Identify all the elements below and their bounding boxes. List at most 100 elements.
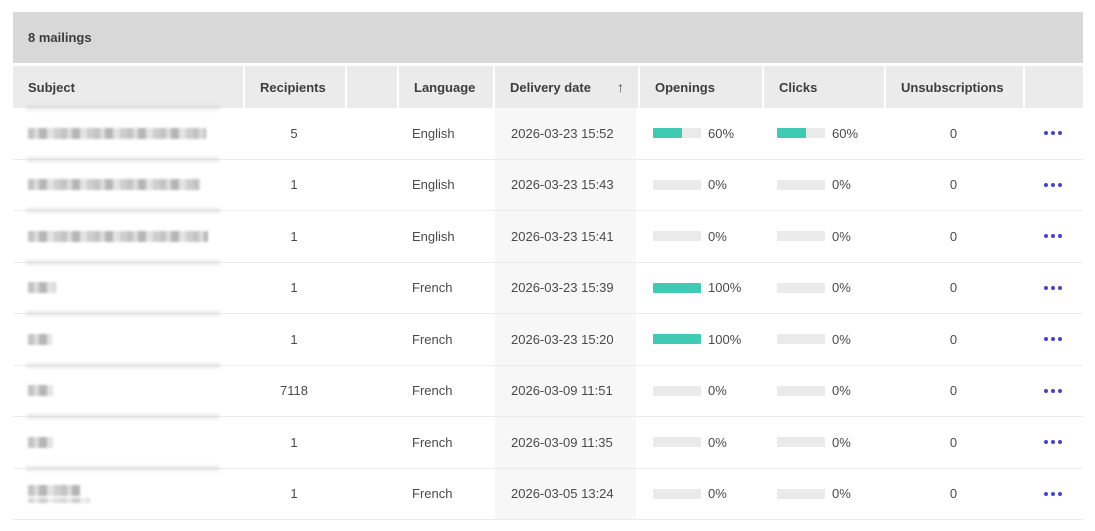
unsubscriptions-cell: 0 xyxy=(949,331,958,347)
column-header-language[interactable]: Language xyxy=(397,66,493,108)
delivery-date-cell: 2026-03-23 15:43 xyxy=(493,159,638,210)
row-actions-button[interactable] xyxy=(1036,331,1070,347)
ellipsis-dot xyxy=(1058,440,1062,445)
column-header-recipients[interactable]: Recipients xyxy=(243,66,345,108)
language-cell: English xyxy=(412,228,455,244)
column-header-subject[interactable]: Subject xyxy=(13,66,243,108)
openings-bar xyxy=(653,179,701,190)
summary-bar: 8 mailings xyxy=(13,12,1083,63)
redacted-subject[interactable] xyxy=(28,282,56,294)
redacted-subject[interactable] xyxy=(28,333,52,345)
column-header-delivery-date[interactable]: Delivery date ↑ xyxy=(493,66,638,108)
clicks-percentage: 0% xyxy=(832,228,851,244)
language-cell: French xyxy=(412,486,453,502)
bar-fill xyxy=(653,128,682,139)
openings-cell: 100% xyxy=(638,314,762,365)
mailings-count-label: 8 mailings xyxy=(28,30,92,45)
column-header-actions xyxy=(1023,66,1083,108)
clicks-cell: 60% xyxy=(762,108,884,159)
redacted-subject-lines xyxy=(28,179,200,191)
spacer-cell xyxy=(345,108,397,159)
ellipsis-dot xyxy=(1051,131,1055,136)
unsubscriptions-cell: 0 xyxy=(949,228,958,244)
clicks-percentage: 0% xyxy=(832,383,851,399)
subject-cell xyxy=(13,414,243,468)
clicks-percentage: 0% xyxy=(832,177,851,193)
ellipsis-dot xyxy=(1044,440,1048,445)
ellipsis-dot xyxy=(1044,285,1048,290)
openings-bar xyxy=(653,282,701,293)
recipients-cell: 1 xyxy=(290,228,298,244)
redacted-subject[interactable] xyxy=(28,179,200,191)
recipients-cell: 5 xyxy=(290,125,298,141)
delivery-date-cell: 2026-03-23 15:41 xyxy=(493,211,638,262)
spacer-cell xyxy=(345,314,397,365)
clicks-percentage: 0% xyxy=(832,486,851,502)
delivery-date-cell: 2026-03-09 11:51 xyxy=(493,365,638,416)
recipients-cell: 7118 xyxy=(280,383,308,399)
spacer-cell xyxy=(345,469,397,520)
ellipsis-dot xyxy=(1044,388,1048,393)
clicks-bar xyxy=(777,334,825,345)
row-actions-button[interactable] xyxy=(1036,177,1070,193)
redacted-subject[interactable] xyxy=(28,436,53,448)
row-actions-button[interactable] xyxy=(1036,383,1070,399)
clicks-percentage: 0% xyxy=(832,280,851,296)
clicks-cell: 0% xyxy=(762,211,884,262)
redacted-subject-line2 xyxy=(28,497,90,503)
row-actions-button[interactable] xyxy=(1036,434,1070,450)
openings-bar xyxy=(653,385,701,396)
clicks-bar xyxy=(777,437,825,448)
bar-fill xyxy=(777,128,806,139)
openings-cell: 60% xyxy=(638,108,762,159)
subject-cell xyxy=(13,465,243,520)
table-row: 1 French 2026-03-05 13:24 0% 0% 0 xyxy=(13,465,1083,520)
spacer-cell xyxy=(345,211,397,262)
openings-cell: 0% xyxy=(638,417,762,468)
openings-cell: 0% xyxy=(638,160,762,211)
column-header-spacer xyxy=(345,66,397,108)
column-header-clicks[interactable]: Clicks xyxy=(762,66,884,108)
table-header-row: Subject Recipients Language Delivery dat… xyxy=(13,66,1083,108)
openings-cell: 100% xyxy=(638,263,762,314)
language-cell: French xyxy=(412,331,453,347)
table-row: 1 French 2026-03-23 15:39 100% 0% 0 xyxy=(13,259,1083,314)
row-actions-button[interactable] xyxy=(1036,228,1070,244)
clicks-cell: 0% xyxy=(762,469,884,520)
ellipsis-dot xyxy=(1044,234,1048,239)
actions-cell xyxy=(1023,366,1083,417)
redacted-subject[interactable] xyxy=(28,127,206,139)
ellipsis-dot xyxy=(1044,182,1048,187)
subject-cell xyxy=(13,156,243,211)
redacted-subject[interactable] xyxy=(28,230,208,242)
openings-percentage: 0% xyxy=(708,383,727,399)
sort-ascending-icon[interactable]: ↑ xyxy=(617,79,624,95)
column-header-unsubscriptions[interactable]: Unsubscriptions xyxy=(884,66,1023,108)
row-actions-button[interactable] xyxy=(1036,125,1070,141)
subject-cell xyxy=(13,105,243,159)
openings-bar xyxy=(653,231,701,242)
openings-bar xyxy=(653,437,701,448)
ellipsis-dot xyxy=(1044,131,1048,136)
openings-bar xyxy=(653,128,701,139)
row-actions-button[interactable] xyxy=(1036,280,1070,296)
row-actions-button[interactable] xyxy=(1036,486,1070,502)
openings-cell: 0% xyxy=(638,211,762,262)
redacted-subject-lines xyxy=(28,230,208,242)
openings-cell: 0% xyxy=(638,366,762,417)
redacted-subject[interactable] xyxy=(28,385,53,397)
openings-percentage: 0% xyxy=(708,177,727,193)
ellipsis-dot xyxy=(1058,337,1062,342)
clicks-cell: 0% xyxy=(762,160,884,211)
redacted-subject-lines xyxy=(28,127,206,139)
unsubscriptions-cell: 0 xyxy=(949,434,958,450)
redacted-subject[interactable] xyxy=(28,484,80,496)
clicks-cell: 0% xyxy=(762,263,884,314)
ellipsis-dot xyxy=(1044,337,1048,342)
table-row: 1 French 2026-03-09 11:35 0% 0% 0 xyxy=(13,414,1083,469)
unsubscriptions-cell: 0 xyxy=(949,280,958,296)
bar-fill xyxy=(653,334,701,345)
delivery-date-cell: 2026-03-09 11:35 xyxy=(493,417,638,468)
column-header-openings[interactable]: Openings xyxy=(638,66,762,108)
subject-cell xyxy=(13,208,243,262)
